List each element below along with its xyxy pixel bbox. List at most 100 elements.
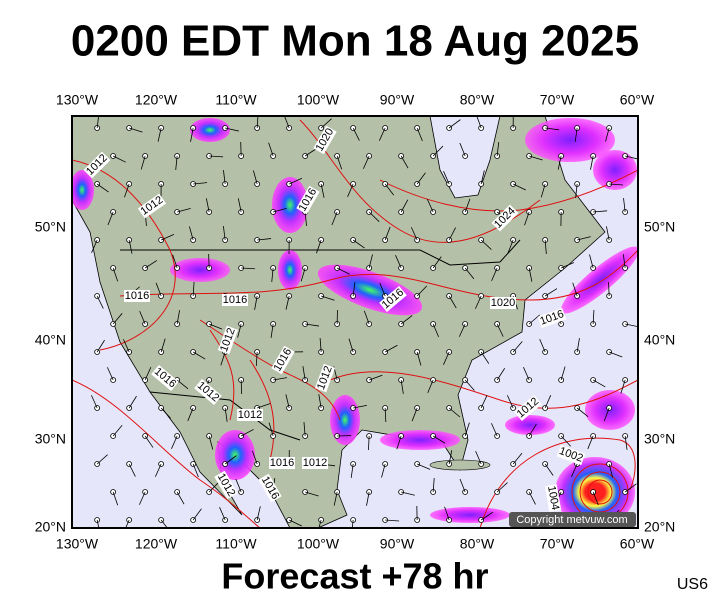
barb [222,226,226,241]
copyright-box [509,512,636,527]
barb [320,118,332,129]
isobar-label-group: 1020 [490,297,516,309]
isobar-label-bg [194,379,222,405]
barb [480,511,494,521]
barb [96,295,104,309]
barb [540,183,546,198]
barb [432,323,439,338]
barb [411,407,418,422]
barb [284,116,290,129]
title: 0200 EDT Mon 18 Aug 2025 [71,17,639,66]
barb [240,429,254,437]
longitude-label: 60°W [620,536,655,552]
barb [112,491,119,506]
barb [381,463,386,478]
map-frame [71,115,639,529]
barb [225,127,239,132]
barb [368,435,370,451]
barb [544,288,558,297]
barb [524,211,530,226]
barb [144,435,154,448]
barb [318,394,322,409]
station [606,125,613,131]
barb [459,142,466,157]
isobar-label: 1016 [125,290,149,302]
barb [575,183,578,198]
barb [144,367,152,381]
barb [285,295,290,310]
barb [480,239,492,250]
barb [379,282,386,297]
barb [347,183,354,197]
barb [410,227,418,241]
isobar-label-bg [491,204,519,232]
longitude-label: 120°W [135,536,178,552]
barb [512,183,526,191]
isobar-label-bg [296,185,320,215]
latitude-label: 30°N [35,431,66,447]
barb [333,491,338,506]
barb [106,367,114,381]
isobar-label-bg [237,409,263,421]
barb [320,183,325,198]
isobar-label: 1016 [223,294,247,306]
barb [576,407,589,418]
barb [224,407,228,422]
barb [528,423,537,437]
barb [491,267,498,282]
barb [219,507,226,521]
isobar-label-bg [124,290,150,302]
barb [220,351,226,366]
barb [448,407,461,418]
station [222,125,229,131]
barb [107,211,114,226]
barb [273,377,288,381]
barb [592,379,606,388]
barb [605,127,610,142]
barb [129,127,143,133]
barb [557,155,562,170]
isobar-label-bg [302,457,328,469]
barb [369,374,383,381]
latitude-label: 40°N [35,332,66,348]
barb [304,211,307,226]
barb [378,127,386,141]
barb [192,508,202,521]
barb [157,127,162,142]
barb [544,395,552,409]
barb [235,478,242,493]
barb [208,323,223,330]
longitude-label: 80°W [460,92,495,108]
barb [401,491,415,496]
barb [432,256,442,269]
isobars [72,119,638,528]
barb [416,172,426,185]
isobar-label-bg [490,297,516,309]
isobar-label-group: 1012 [302,457,328,469]
barb [96,519,100,528]
barb [623,198,626,213]
isobar-label-bg [556,444,586,466]
barb [368,254,373,269]
isobar-label-bg [217,325,239,355]
longitude-label: 70°W [540,92,575,108]
station [382,125,389,131]
isobar-label-group: 1012 [237,409,263,421]
region-code: US6 [677,576,708,593]
barb [592,309,595,325]
barb [193,182,208,185]
longitude-label: 130°W [56,536,99,552]
longitude-label: 100°W [297,92,340,108]
barb [352,282,356,297]
barb [491,423,498,437]
isobar-label-bg [313,125,337,155]
barb [523,367,530,381]
barb [336,267,350,275]
barb [288,519,302,527]
barb [128,395,137,409]
barb [254,295,258,310]
barb [171,435,178,449]
barb [448,227,456,241]
